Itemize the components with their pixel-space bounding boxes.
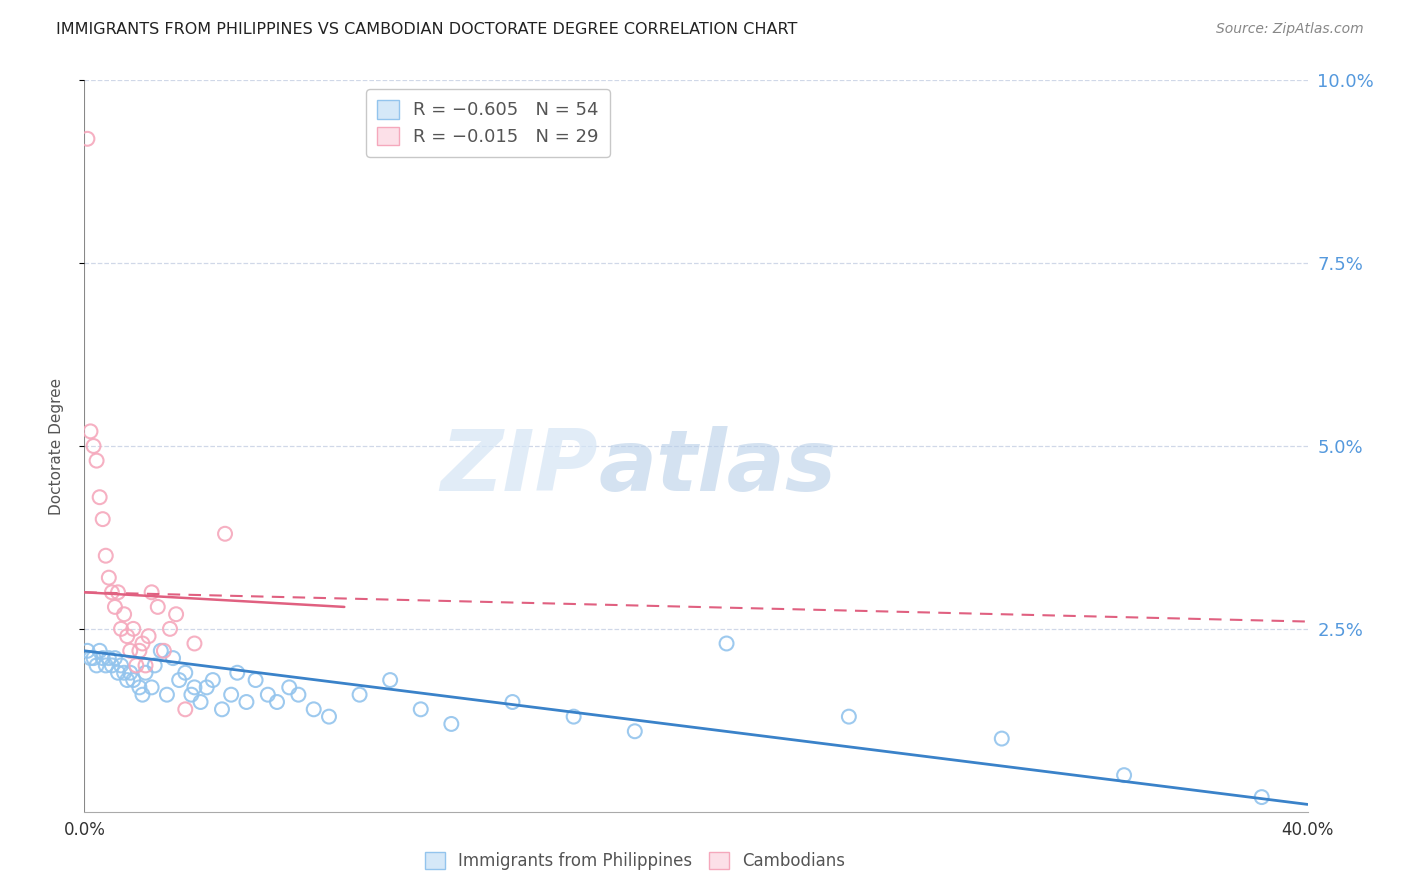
Point [79,425,101,439]
Point [266,695,288,709]
Point [156,688,179,702]
Point [135,665,157,680]
Point [104,651,127,665]
Point [141,585,163,599]
Point [97,571,120,585]
Point [125,658,148,673]
Point [245,673,267,687]
Point [318,709,340,723]
Point [440,717,463,731]
Point [219,688,242,702]
Point [409,702,432,716]
Point [94,658,117,673]
Point [183,636,205,650]
Y-axis label: Doctorate Degree: Doctorate Degree [49,377,63,515]
Point [94,549,117,563]
Point [624,724,647,739]
Point [107,665,129,680]
Point [76,132,98,146]
Point [112,607,135,622]
Point [112,665,135,680]
Point [107,585,129,599]
Point [135,658,157,673]
Point [195,681,218,695]
Point [174,665,197,680]
Point [180,688,202,702]
Point [91,651,114,665]
Point [115,629,138,643]
Point [97,651,120,665]
Point [104,599,127,614]
Point [149,644,172,658]
Point [214,526,236,541]
Point [131,688,153,702]
Point [287,688,309,702]
Text: atlas: atlas [598,426,837,509]
Point [167,673,190,687]
Point [115,673,138,687]
Point [89,644,111,658]
Point [83,651,105,665]
Point [349,688,371,702]
Point [122,673,145,687]
Point [141,681,163,695]
Point [122,622,145,636]
Point [101,658,124,673]
Point [162,651,184,665]
Point [159,622,181,636]
Point [302,702,325,716]
Point [165,607,187,622]
Point [79,651,101,665]
Point [1114,768,1136,782]
Point [211,702,233,716]
Point [143,658,166,673]
Point [110,658,132,673]
Point [89,490,111,504]
Point [128,681,150,695]
Point [174,702,197,716]
Point [146,599,169,614]
Point [1250,790,1272,805]
Point [153,644,176,658]
Point [562,709,585,723]
Point [257,688,280,702]
Text: ZIP: ZIP [440,426,598,509]
Point [83,439,105,453]
Point [120,644,142,658]
Point [131,636,153,650]
Point [716,636,738,650]
Point [110,622,132,636]
Point [91,512,114,526]
Point [380,673,402,687]
Point [128,644,150,658]
Point [838,709,860,723]
Point [101,585,124,599]
Text: Source: ZipAtlas.com: Source: ZipAtlas.com [1216,22,1364,37]
Point [86,453,108,467]
Point [226,665,249,680]
Point [235,695,257,709]
Point [201,673,224,687]
Point [190,695,212,709]
Legend: Immigrants from Philippines, Cambodians: Immigrants from Philippines, Cambodians [418,845,852,877]
Point [502,695,524,709]
Point [120,665,142,680]
Point [76,644,98,658]
Point [991,731,1014,746]
Point [86,658,108,673]
Point [183,681,205,695]
Point [138,629,160,643]
Point [278,681,301,695]
Text: IMMIGRANTS FROM PHILIPPINES VS CAMBODIAN DOCTORATE DEGREE CORRELATION CHART: IMMIGRANTS FROM PHILIPPINES VS CAMBODIAN… [56,22,797,37]
